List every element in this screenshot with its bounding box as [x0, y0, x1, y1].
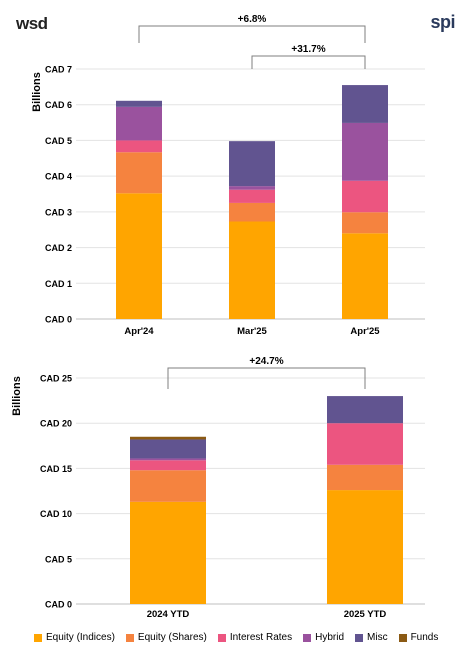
growth-label: +31.7%	[291, 44, 325, 55]
bar-segment-equity-shares	[327, 464, 403, 491]
bar-segment-hybrid	[342, 122, 388, 181]
category-label: 2024 YTD	[147, 609, 190, 620]
bar-segment-equity-indices	[229, 221, 275, 319]
bar-segment-interest-rates	[130, 460, 206, 471]
legend-item: Misc	[355, 632, 388, 643]
bar-segment-equity-indices	[130, 501, 206, 604]
legend-item: Equity (Indices)	[34, 632, 115, 643]
bar-segment-equity-shares	[342, 212, 388, 234]
y-axis-label: Billions	[31, 72, 43, 112]
bar-segment-interest-rates	[327, 423, 403, 465]
category-label: 2025 YTD	[344, 609, 387, 620]
legend-swatch	[217, 633, 226, 642]
y-tick-label: CAD 5	[45, 554, 72, 564]
growth-label: +6.8%	[238, 14, 267, 25]
bar-segment-misc	[130, 439, 206, 459]
bar-segment-equity-shares	[130, 470, 206, 502]
y-tick-label: CAD 15	[40, 464, 72, 474]
wsd-logo: wsd	[16, 14, 48, 33]
bar-segment-misc	[116, 100, 162, 107]
legend-swatch	[34, 633, 42, 642]
bar-segment-equity-shares	[116, 152, 162, 194]
bar-segment-hybrid	[229, 186, 275, 190]
legend-label: Misc	[367, 632, 388, 643]
legend-item: Equity (Shares)	[125, 632, 207, 643]
growth-label: +24.7%	[249, 356, 283, 367]
growth-bracket	[167, 367, 366, 389]
bar-segment-interest-rates	[116, 140, 162, 153]
y-tick-label: CAD 7	[45, 65, 72, 75]
y-tick-label: CAD 5	[45, 136, 72, 146]
legend-label: Hybrid	[315, 632, 345, 643]
category-label: Apr'24	[124, 326, 154, 337]
legend: Equity (Indices) Equity (Shares) Interest …	[34, 632, 449, 643]
legend-swatch	[303, 633, 312, 642]
y-tick-label: CAD 1	[45, 279, 72, 289]
y-tick-label: CAD 10	[40, 509, 72, 519]
y-tick-label: CAD 0	[45, 315, 72, 325]
bar-segment-hybrid	[130, 458, 206, 461]
legend-item: Funds	[398, 632, 439, 643]
legend-label: Equity (Indices)	[46, 632, 115, 643]
bar-segment-equity-indices	[342, 233, 388, 319]
category-label: Mar'25	[237, 326, 267, 337]
growth-bracket	[251, 55, 366, 69]
legend-label: Interest Rates	[229, 632, 293, 643]
bar-segment-misc	[229, 141, 275, 187]
y-tick-label: CAD 25	[40, 374, 72, 384]
bar-segment-misc	[342, 85, 388, 123]
legend-item: Interest Rates	[217, 632, 293, 643]
y-tick-label: CAD 20	[40, 419, 72, 429]
bar-segment-equity-indices	[327, 490, 403, 604]
legend-swatch	[125, 633, 134, 642]
y-tick-label: CAD 4	[45, 172, 72, 182]
bar-segment-equity-indices	[116, 193, 162, 319]
bar-segment-funds	[130, 436, 206, 440]
spi-logo-text: spi	[430, 12, 455, 32]
y-tick-label: CAD 2	[45, 243, 72, 253]
legend-swatch	[398, 633, 407, 642]
bar-segment-interest-rates	[229, 189, 275, 203]
legend-item: Hybrid	[303, 632, 344, 643]
y-tick-label: CAD 3	[45, 207, 72, 217]
bar-segment-misc	[327, 396, 403, 424]
y-tick-label: CAD 0	[45, 600, 72, 610]
bar-segment-hybrid	[116, 106, 162, 141]
legend-label: Equity (Shares)	[137, 632, 207, 643]
legend-swatch	[355, 633, 364, 642]
category-label: Apr'25	[350, 326, 380, 337]
legend-label: Funds	[410, 632, 439, 643]
spi-logo: spi	[430, 12, 455, 33]
bar-segment-interest-rates	[342, 180, 388, 213]
growth-bracket	[138, 25, 366, 43]
y-tick-label: CAD 6	[45, 100, 72, 110]
bar-segment-equity-shares	[229, 202, 275, 222]
y-axis-label: Billions	[11, 376, 23, 416]
